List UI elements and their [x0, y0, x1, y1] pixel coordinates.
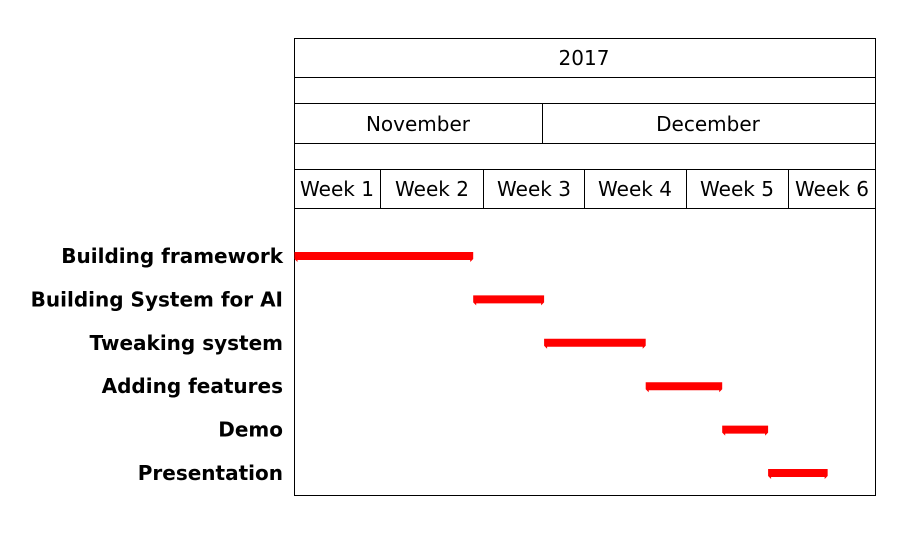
- task-bars: [294, 252, 828, 479]
- task-label: Building System for AI: [31, 287, 283, 311]
- week-label-3: Week 3: [497, 177, 571, 201]
- task-label: Building framework: [61, 244, 283, 268]
- chart-body-border: [294, 208, 876, 496]
- week-label-6: Week 6: [795, 177, 869, 201]
- task-bar: [768, 469, 828, 479]
- month-label-november: November: [366, 112, 471, 136]
- task-label: Presentation: [138, 461, 283, 485]
- task-bar: [722, 425, 769, 436]
- year-label: 2017: [559, 46, 610, 70]
- task-bar: [544, 338, 646, 349]
- task-label: Demo: [218, 418, 283, 442]
- week-label-5: Week 5: [700, 177, 774, 201]
- month-label-december: December: [656, 112, 760, 136]
- task-bar: [294, 252, 474, 262]
- task-bar: [473, 295, 545, 306]
- task-label: Adding features: [102, 374, 283, 398]
- task-bar: [645, 382, 723, 393]
- task-labels: Building framework Building System for AI…: [31, 244, 284, 485]
- week-label-2: Week 2: [395, 177, 469, 201]
- week-label-1: Week 1: [300, 177, 374, 201]
- week-label-4: Week 4: [598, 177, 672, 201]
- task-label: Tweaking system: [90, 331, 283, 355]
